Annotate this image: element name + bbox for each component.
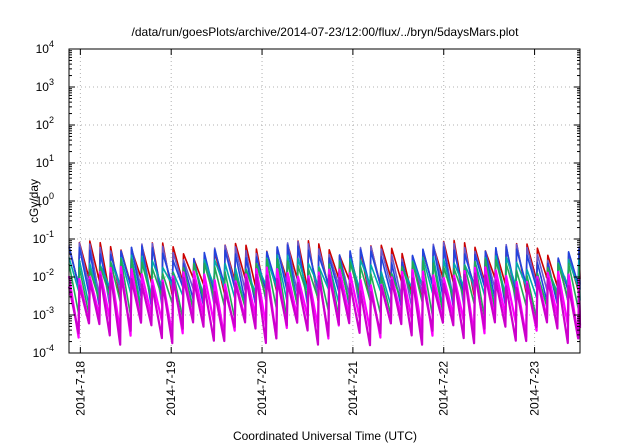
x-tick-label: 2014-7-21 xyxy=(346,361,360,416)
x-tick-label: 2014-7-22 xyxy=(437,361,451,416)
y-tick-label: 101 xyxy=(36,153,54,170)
x-tick-label: 2014-7-20 xyxy=(255,361,269,416)
y-tick-label: 100 xyxy=(36,191,54,208)
y-tick-label: 104 xyxy=(36,39,54,56)
x-tick-label: 2014-7-23 xyxy=(528,361,542,416)
grid xyxy=(69,48,580,354)
x-axis-label: Coordinated Universal Time (UTC) xyxy=(233,429,417,443)
y-axis-label: cGy/day xyxy=(27,179,41,223)
x-tick-label: 2014-7-19 xyxy=(164,361,178,416)
y-tick-label: 10-3 xyxy=(33,305,54,322)
chart-title: /data/run/goesPlots/archive/2014-07-23/1… xyxy=(132,25,520,39)
series-group xyxy=(67,239,582,347)
y-tick-label: 10-4 xyxy=(33,343,54,360)
y-tick-label: 10-1 xyxy=(33,229,54,246)
y-tick-label: 103 xyxy=(36,77,54,94)
x-tick-label: 2014-7-18 xyxy=(73,361,87,416)
y-tick-label: 10-2 xyxy=(33,267,54,284)
series-line xyxy=(67,272,582,347)
y-axis: 10-4 10-3 10-2 10-1 100 101 102 103 104 xyxy=(33,39,580,360)
x-axis: 2014-7-18 2014-7-19 2014-7-20 2014-7-21 2014… xyxy=(73,49,542,416)
y-tick-label: 102 xyxy=(36,115,54,132)
